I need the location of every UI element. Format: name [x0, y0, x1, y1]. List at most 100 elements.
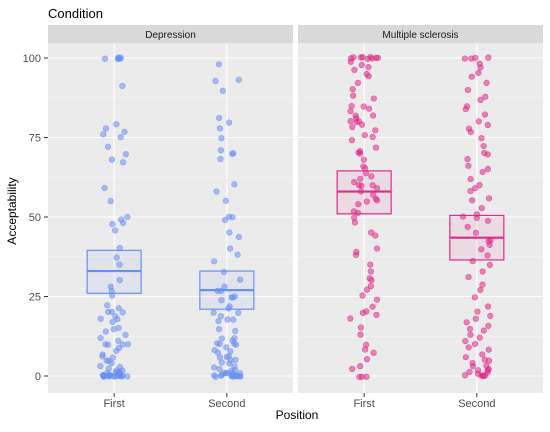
data-point	[221, 216, 229, 224]
data-point	[479, 281, 486, 288]
data-point	[210, 364, 218, 371]
y-tick-label: 100	[23, 53, 41, 65]
data-point	[210, 309, 217, 316]
data-point	[121, 128, 128, 135]
data-point	[465, 162, 472, 169]
data-point	[370, 95, 377, 102]
data-point	[351, 66, 358, 73]
data-point	[471, 294, 478, 301]
data-point	[350, 54, 357, 61]
data-point	[218, 287, 225, 295]
data-point	[216, 340, 223, 347]
data-point	[472, 315, 479, 322]
data-point	[468, 197, 476, 204]
facet-strip-label: Multiple sclerosis	[382, 30, 458, 41]
data-point	[479, 268, 486, 275]
data-point	[477, 286, 484, 294]
data-point	[116, 277, 123, 284]
data-point	[122, 331, 129, 338]
data-point	[115, 305, 122, 312]
y-axis-label: Acceptability	[5, 177, 19, 244]
data-point	[365, 73, 372, 80]
data-point	[367, 283, 374, 290]
data-point	[484, 121, 491, 129]
facet-panel: Multiple sclerosis First Second	[298, 25, 543, 410]
data-point	[476, 181, 483, 189]
data-point	[373, 311, 380, 318]
data-point	[235, 309, 242, 316]
data-point	[108, 308, 115, 315]
data-point	[357, 188, 365, 195]
data-point	[465, 344, 472, 351]
data-point	[225, 213, 233, 220]
data-point	[349, 365, 356, 373]
data-point	[349, 123, 356, 131]
data-point	[226, 360, 233, 367]
data-point	[359, 292, 366, 299]
data-point	[467, 331, 474, 338]
data-point	[480, 142, 487, 150]
data-point	[484, 165, 492, 173]
data-point	[367, 261, 374, 268]
data-point	[117, 54, 124, 61]
data-point	[473, 214, 480, 222]
data-point	[234, 251, 241, 258]
data-point	[213, 188, 220, 195]
data-point	[217, 147, 224, 154]
data-point	[357, 363, 364, 370]
data-point	[216, 125, 224, 132]
data-point	[113, 254, 120, 261]
data-point	[366, 105, 373, 112]
data-point	[469, 363, 476, 370]
x-tick-label: First	[353, 398, 374, 410]
data-point	[97, 335, 104, 342]
data-point	[467, 175, 474, 183]
data-point	[472, 229, 480, 236]
data-point	[372, 144, 380, 151]
data-point	[367, 54, 374, 61]
data-point	[358, 121, 366, 128]
data-point	[116, 261, 123, 268]
data-point	[373, 197, 381, 204]
data-point	[475, 118, 482, 125]
x-tick-label: Second	[458, 398, 495, 410]
data-point	[216, 326, 223, 333]
y-tick-label: 0	[35, 371, 41, 383]
facet-strip-label: Depression	[145, 30, 196, 41]
data-point	[484, 217, 492, 224]
data-point	[100, 372, 107, 379]
data-point	[350, 92, 357, 99]
data-point	[463, 319, 470, 326]
data-point	[113, 121, 120, 128]
data-point	[486, 261, 493, 269]
data-point	[216, 365, 223, 373]
facet-panel: Depression First Second	[48, 25, 293, 410]
data-point	[120, 159, 127, 166]
data-point	[109, 221, 116, 228]
data-point	[462, 337, 469, 345]
data-point	[116, 244, 123, 252]
data-point	[462, 354, 469, 361]
data-point	[481, 356, 488, 363]
data-point	[352, 251, 360, 259]
data-point	[368, 173, 375, 180]
data-point	[97, 315, 104, 322]
x-tick-label: First	[103, 398, 124, 410]
data-point	[102, 328, 109, 335]
data-point	[226, 119, 233, 126]
data-point	[104, 143, 112, 150]
data-point	[230, 316, 237, 323]
data-point	[363, 356, 371, 363]
data-point	[469, 258, 476, 265]
data-point	[482, 93, 489, 100]
data-point	[237, 276, 244, 283]
data-point	[218, 335, 225, 342]
data-point	[365, 63, 372, 71]
data-point	[358, 182, 365, 189]
data-point	[478, 205, 485, 212]
data-point	[369, 303, 376, 310]
data-point	[104, 302, 111, 309]
data-point	[485, 195, 493, 202]
y-tick-label: 25	[29, 292, 41, 304]
